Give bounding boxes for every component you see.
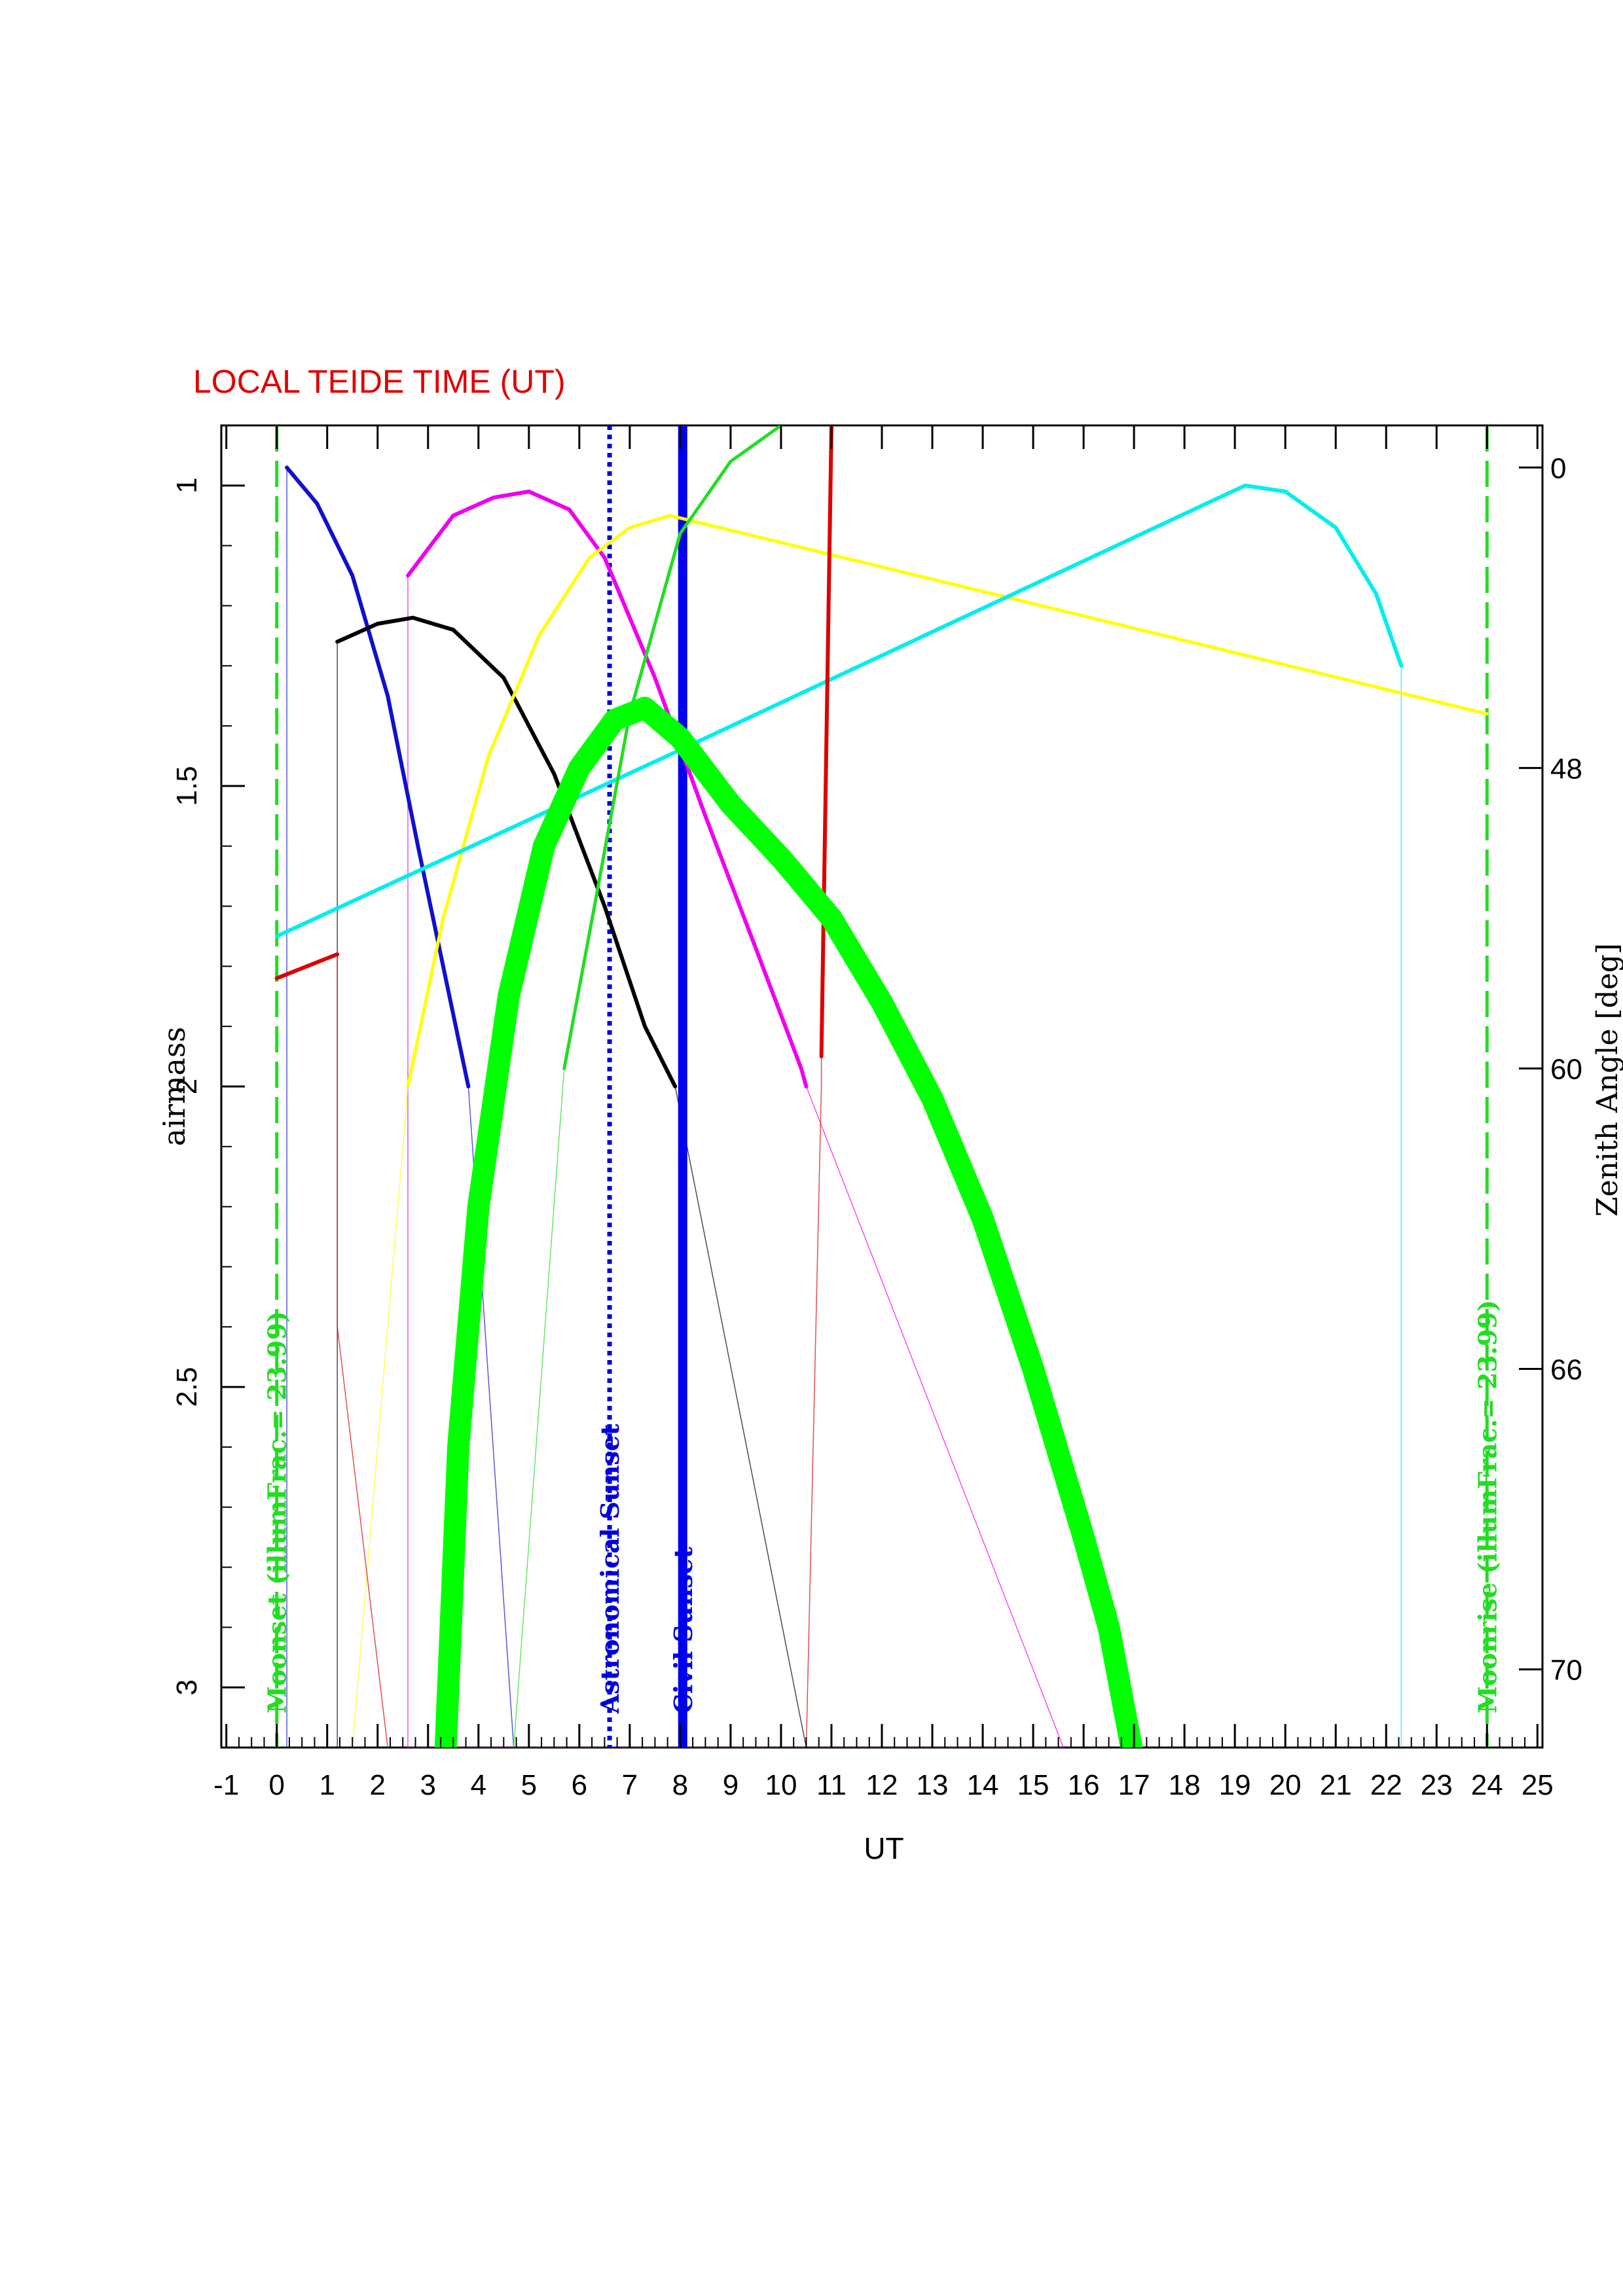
x-tick-label: 4 [471, 1769, 486, 1801]
x-tick-label: 17 [1118, 1769, 1150, 1801]
y2-tick-label: 0 [1550, 452, 1566, 484]
series-5-line [274, 952, 340, 980]
x-tick-label: 24 [1471, 1769, 1503, 1801]
y2-tick-label: 66 [1550, 1354, 1582, 1386]
series-0-tail [286, 467, 515, 1748]
x-axis-label: UT [864, 1831, 903, 1865]
y-tick-label: 2.5 [171, 1367, 203, 1407]
x-axis: -1 0 1 2 3 4 5 6 7 8 9 10 11 12 13 14 15 16 17 18 19 20 21 22 23… [213, 425, 1554, 1801]
x-tick-label: 13 [917, 1769, 949, 1801]
x-tick-label: 5 [521, 1769, 537, 1801]
series-0-line [285, 465, 471, 1088]
y2-tick-label: 70 [1550, 1655, 1582, 1687]
y-tick-label: 3 [171, 1679, 203, 1695]
plot-area [274, 425, 1489, 1748]
y2-axis-label: Zenith Angle [deg] [1591, 943, 1623, 1217]
series-8-line [434, 696, 1143, 1748]
series-6-tail [805, 1056, 822, 1748]
series-6-line [819, 425, 833, 1059]
series-7-line [562, 425, 783, 1070]
astronomical-sunset-label: Astronomical Sunset [595, 1424, 625, 1714]
y2-tick-label: 48 [1550, 753, 1582, 785]
series-3-tail [352, 1086, 409, 1748]
x-tick-label: 14 [967, 1769, 999, 1801]
x-tick-label: 25 [1522, 1769, 1554, 1801]
x-tick-label: 0 [268, 1769, 284, 1801]
x-tick-label: 10 [765, 1769, 797, 1801]
series-5-tail [337, 954, 388, 1748]
x-tick-label: 3 [420, 1769, 436, 1801]
x-tick-label: 9 [723, 1769, 739, 1801]
y-axis: 1 1.5 2 2.5 3 [171, 478, 245, 1695]
series-2-line [406, 490, 809, 1088]
x-tick-label: -1 [213, 1769, 239, 1801]
series-7-tail [513, 1068, 565, 1748]
x-tick-label: 1 [319, 1769, 335, 1801]
y-tick-label: 2 [171, 1079, 203, 1094]
x-tick-label: 11 [816, 1769, 847, 1801]
x-tick-label: 18 [1169, 1769, 1201, 1801]
x-tick-label: 8 [672, 1769, 688, 1801]
plot-frame [220, 424, 1544, 1749]
series-4-line [274, 483, 1404, 939]
civil-sunset-label: Civil Sunset [668, 1547, 698, 1713]
x-tick-label: 22 [1370, 1769, 1402, 1801]
y-axis-label: airmass [156, 1027, 192, 1146]
series-2-tail [407, 575, 1065, 1748]
x-tick-label: 23 [1421, 1769, 1453, 1801]
x-tick-label: 20 [1269, 1769, 1302, 1801]
y2-tick-label: 60 [1550, 1053, 1582, 1085]
x-tick-label: 19 [1219, 1769, 1251, 1801]
y2-axis: 0 48 60 66 70 [1519, 452, 1582, 1687]
y-tick-label: 1 [171, 478, 203, 493]
x-tick-label: 6 [572, 1769, 587, 1801]
series-3-line [406, 514, 1489, 1088]
x-tick-label: 2 [370, 1769, 386, 1801]
x-tick-label: 12 [866, 1769, 898, 1801]
x-tick-label: 16 [1068, 1769, 1100, 1801]
x-tick-label: 21 [1320, 1769, 1352, 1801]
chart-title: LOCAL TEIDE TIME (UT) [193, 363, 566, 400]
x-tick-label: 7 [622, 1769, 638, 1801]
moonset-label: Moonset (illumFrac.= 23.99) [263, 1311, 292, 1713]
x-tick-label: 15 [1017, 1769, 1049, 1801]
y-tick-label: 1.5 [171, 766, 203, 806]
moonrise-label: Moonrise (illumFrac.= 23.99) [1472, 1300, 1502, 1713]
series-1-line [335, 615, 678, 1088]
